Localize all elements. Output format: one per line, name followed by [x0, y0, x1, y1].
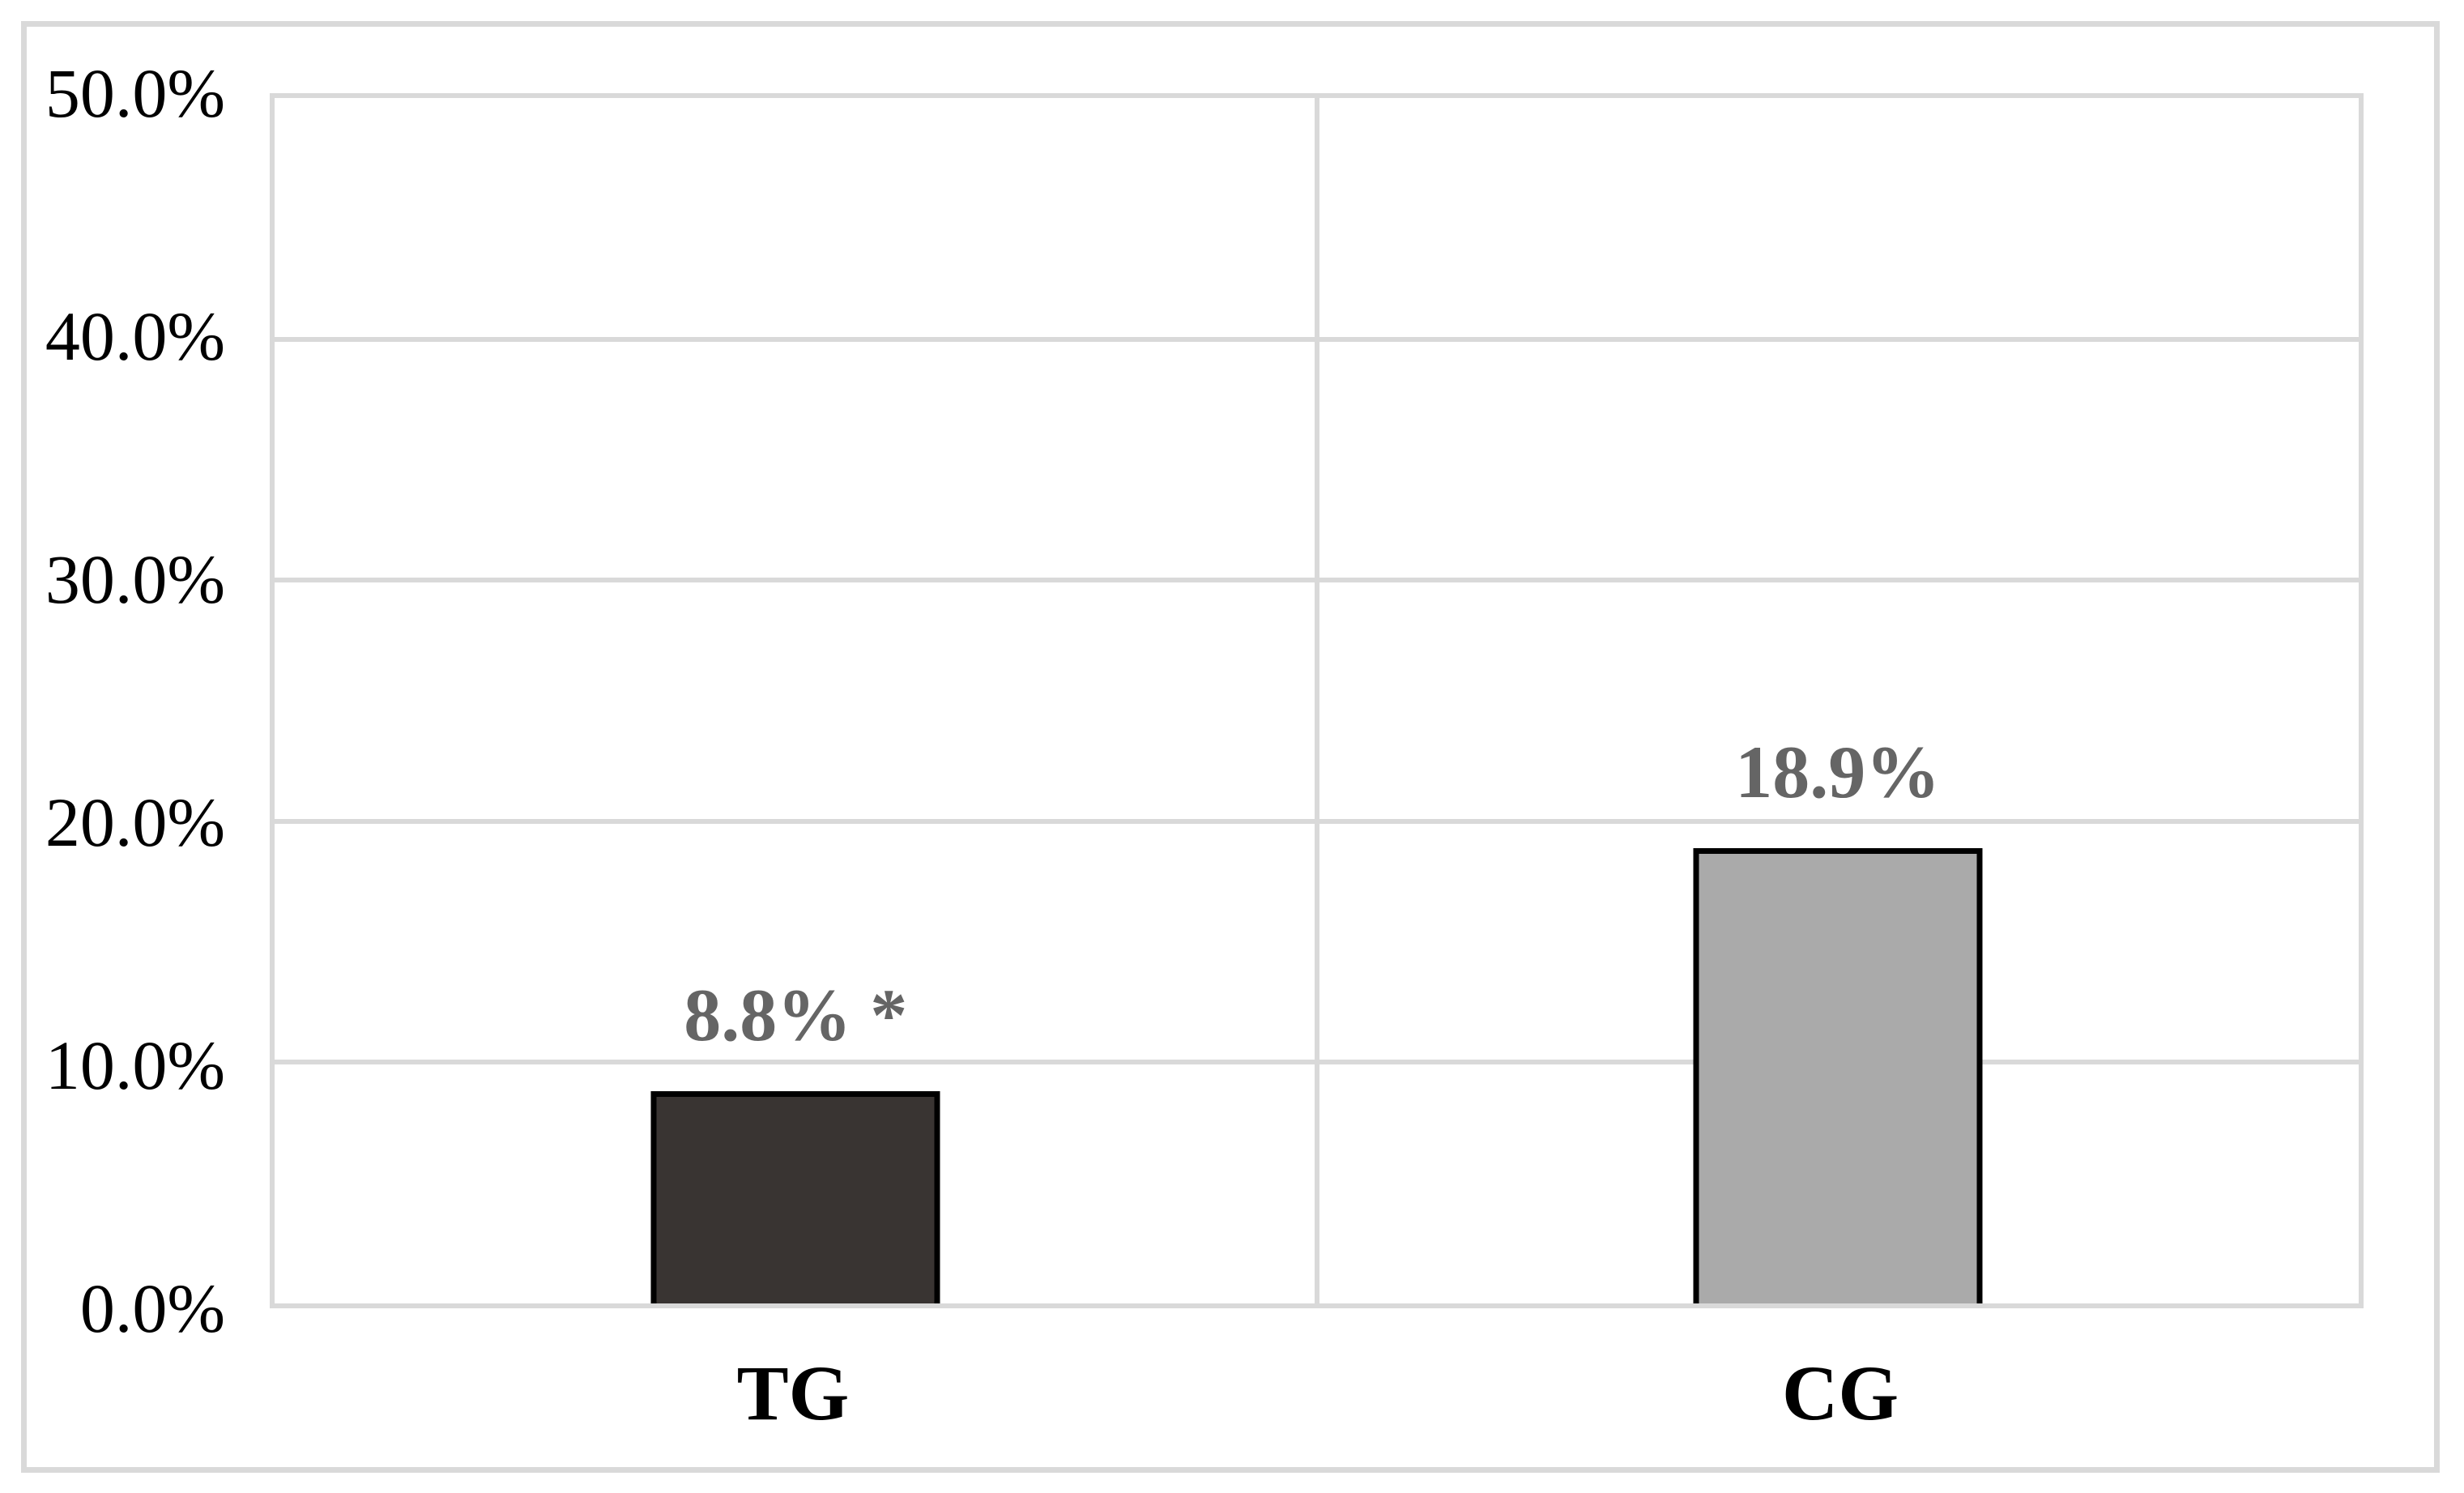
chart-outer-border [21, 21, 2440, 1473]
y-tick-label-50: 50.0% [45, 54, 225, 132]
y-tick-label-30: 30.0% [45, 540, 225, 618]
data-label-cg: 18.9% [1735, 730, 1941, 813]
category-label-tg: TG [736, 1350, 850, 1436]
category-label-cg: CG [1782, 1350, 1899, 1436]
y-tick-label-40: 40.0% [45, 297, 225, 375]
y-tick-label-10: 10.0% [45, 1026, 225, 1104]
gridline-category-divider [1314, 98, 1319, 1303]
y-tick-label-20: 20.0% [45, 783, 225, 861]
y-tick-label-0: 0.0% [79, 1269, 225, 1347]
data-label-tg: 8.8% * [684, 974, 908, 1057]
plot-area: 8.8% * 18.9% [270, 93, 2364, 1308]
bar-cg [1693, 847, 1983, 1303]
bar-tg [650, 1091, 940, 1303]
